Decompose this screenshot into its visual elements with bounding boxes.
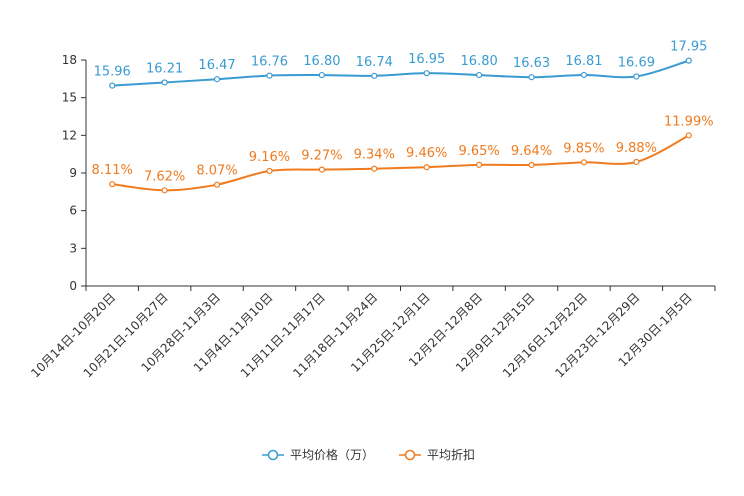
series-line [112, 59, 690, 87]
data-label: 16.80 [461, 54, 498, 69]
x-tick-label: 10月14日-10月20日 [28, 290, 118, 380]
chart-axes: 036912151810月14日-10月20日10月21日-10月27日10月2… [28, 53, 716, 380]
data-point [266, 167, 273, 175]
data-label: 9.88% [616, 141, 657, 156]
y-tick-label: 6 [69, 204, 77, 218]
data-label: 8.11% [92, 163, 133, 178]
data-label: 9.64% [511, 144, 552, 159]
legend-marker-icon [404, 449, 416, 461]
data-point [423, 164, 430, 171]
chart-legend: 平均价格（万） 平均折扣 [262, 447, 475, 462]
data-label: 15.96 [94, 65, 131, 80]
data-point [580, 71, 588, 79]
data-point [371, 165, 378, 172]
legend-item[interactable]: 平均折扣 [399, 447, 475, 462]
data-label: 16.21 [146, 61, 183, 76]
data-label: 8.07% [196, 164, 237, 179]
data-point [213, 76, 221, 83]
y-tick-label: 12 [62, 128, 77, 142]
data-label: 9.27% [301, 149, 342, 164]
data-point [423, 70, 430, 77]
data-point [685, 132, 692, 139]
data-point [633, 158, 640, 166]
data-label: 16.63 [513, 56, 550, 71]
data-point [318, 71, 325, 79]
data-point [161, 187, 168, 194]
data-point [109, 181, 116, 188]
data-point [161, 79, 168, 86]
data-point [318, 166, 325, 173]
data-label: 7.62% [144, 169, 185, 184]
data-label: 16.95 [408, 52, 445, 67]
data-label: 9.16% [249, 150, 290, 165]
data-point [528, 74, 535, 81]
data-label: 16.80 [303, 54, 340, 69]
legend-label: 平均价格（万） [290, 447, 374, 462]
data-label: 16.76 [251, 55, 288, 70]
data-point [109, 82, 116, 89]
data-label: 9.46% [406, 146, 447, 161]
data-label: 17.95 [670, 40, 707, 55]
y-tick-label: 9 [69, 166, 77, 180]
data-point [476, 71, 483, 79]
data-point [213, 181, 221, 188]
data-label: 9.85% [563, 141, 604, 156]
y-tick-label: 15 [62, 91, 77, 105]
legend-marker-icon [267, 449, 279, 461]
data-label: 9.65% [458, 144, 499, 159]
data-point [266, 72, 273, 79]
data-label: 11.99% [664, 114, 714, 129]
y-tick-label: 0 [69, 279, 77, 293]
series-avg-price: 15.96 16.21 16.47 16.76 16.80 16.74 16.95 16.80… [94, 40, 707, 89]
data-point [685, 57, 692, 64]
y-tick-label: 3 [69, 241, 77, 255]
data-label: 16.47 [198, 58, 235, 73]
data-label: 16.69 [618, 55, 655, 70]
chart-series: 15.96 16.21 16.47 16.76 16.80 16.74 16.95 16.80… [92, 40, 714, 194]
data-point [476, 161, 483, 168]
y-tick-label: 18 [62, 53, 77, 67]
series-line [112, 134, 690, 192]
data-label: 9.34% [354, 148, 395, 163]
legend-item[interactable]: 平均价格（万） [262, 447, 374, 462]
data-point [528, 161, 535, 169]
data-point [371, 72, 378, 79]
legend-label: 平均折扣 [427, 447, 475, 462]
series-avg-discount: 8.11% 7.62% 8.07% 9.16% 9.27% 9.34% 9.46% 9.65%… [92, 114, 714, 194]
data-point [633, 73, 640, 80]
data-point [580, 159, 588, 166]
data-label: 16.81 [565, 54, 602, 69]
data-label: 16.74 [356, 55, 393, 70]
